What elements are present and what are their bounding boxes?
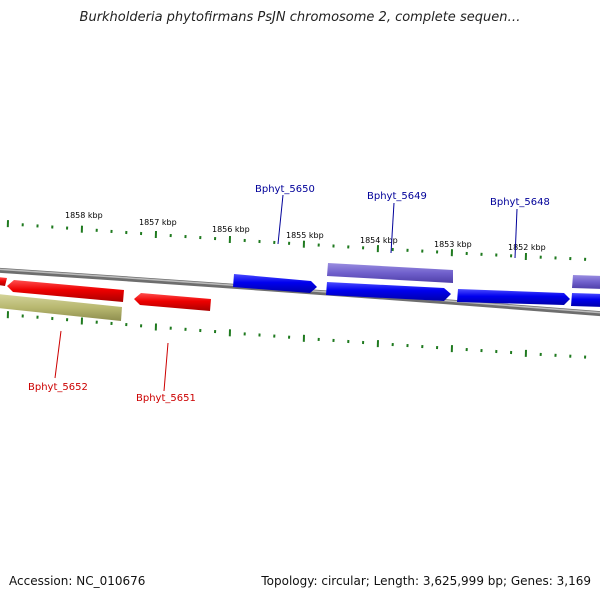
gene-bphyt-5649[interactable] bbox=[326, 282, 451, 301]
label-bphyt-5649[interactable]: Bphyt_5649 bbox=[367, 191, 427, 202]
gene-bphyt-5651[interactable] bbox=[134, 293, 211, 311]
upper-frame-genes bbox=[327, 263, 600, 289]
leader-bphyt-5650 bbox=[277, 194, 284, 245]
scale-label-1853: 1853 kbp bbox=[434, 240, 472, 249]
lower-tick-row bbox=[6, 311, 587, 359]
scale-labels: 1858 kbp 1857 kbp 1856 kbp 1855 kbp 1854… bbox=[65, 211, 546, 252]
label-bphyt-5651[interactable]: Bphyt_5651 bbox=[136, 393, 196, 404]
scale-label-1857: 1857 kbp bbox=[139, 218, 177, 227]
leader-bphyt-5649 bbox=[390, 202, 395, 254]
gene-labels: Bphyt_5650 Bphyt_5649 Bphyt_5648 Bphyt_5… bbox=[28, 184, 550, 404]
leader-bphyt-5648 bbox=[514, 208, 518, 259]
leader-bphyt-5651 bbox=[163, 342, 169, 392]
scale-label-1855: 1855 kbp bbox=[286, 231, 324, 240]
label-bphyt-5652[interactable]: Bphyt_5652 bbox=[28, 382, 88, 393]
scale-label-1854: 1854 kbp bbox=[360, 236, 398, 245]
forward-genes bbox=[233, 274, 600, 307]
reverse-genes bbox=[0, 277, 211, 311]
upper-tick-row bbox=[6, 220, 587, 261]
gene-bphyt-5648[interactable] bbox=[457, 289, 570, 305]
gene-bphyt-5650[interactable] bbox=[233, 274, 317, 293]
scale-label-1858: 1858 kbp bbox=[65, 211, 103, 220]
gene-bphyt-5652[interactable] bbox=[7, 280, 124, 302]
leader-bphyt-5652 bbox=[54, 330, 62, 379]
topology-text: Topology: circular; Length: 3,625,999 bp… bbox=[261, 574, 591, 588]
map-title: Burkholderia phytofirmans PsJN chromosom… bbox=[79, 10, 521, 25]
accession-text: Accession: NC_010676 bbox=[9, 574, 146, 588]
scale-label-1852: 1852 kbp bbox=[508, 243, 546, 252]
label-bphyt-5648[interactable]: Bphyt_5648 bbox=[490, 197, 550, 208]
gene-purple-2[interactable] bbox=[572, 275, 600, 289]
gene-red-edge[interactable] bbox=[0, 277, 7, 286]
gene-purple-1[interactable] bbox=[327, 263, 453, 283]
gene-leader-lines bbox=[54, 194, 518, 392]
gene-olive[interactable] bbox=[0, 294, 122, 321]
scale-label-1856: 1856 kbp bbox=[212, 225, 250, 234]
gene-right-edge[interactable] bbox=[571, 293, 600, 307]
label-bphyt-5650[interactable]: Bphyt_5650 bbox=[255, 184, 315, 195]
